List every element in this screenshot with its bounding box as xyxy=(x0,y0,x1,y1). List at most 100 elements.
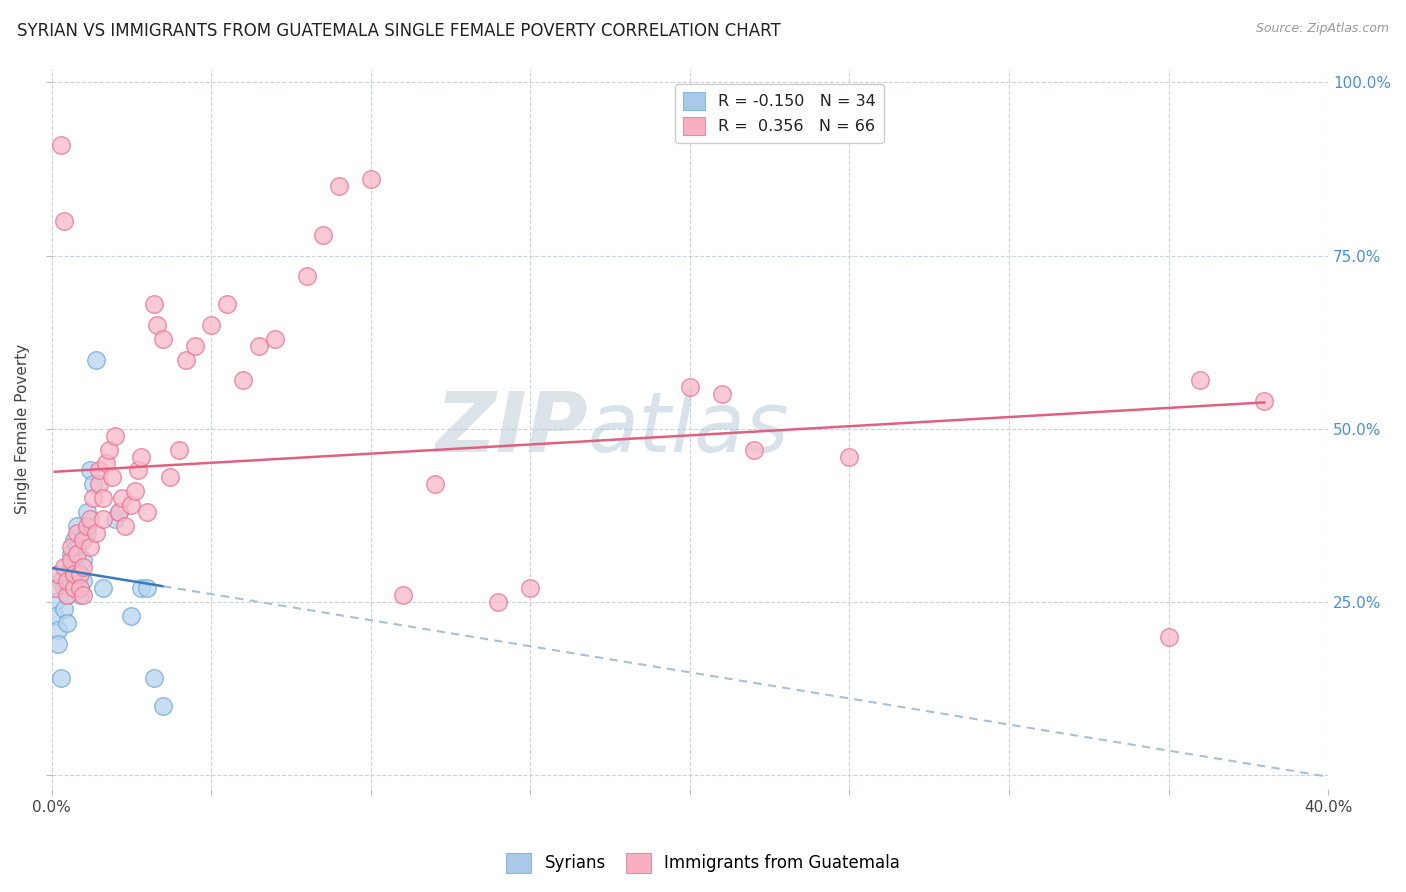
Point xyxy=(295,269,318,284)
Point xyxy=(59,560,82,574)
Point xyxy=(44,595,66,609)
Point xyxy=(159,470,181,484)
Point xyxy=(72,553,94,567)
Point xyxy=(1253,394,1275,409)
Point xyxy=(84,525,107,540)
Point xyxy=(136,581,159,595)
Point xyxy=(53,581,76,595)
Point xyxy=(63,567,86,582)
Point xyxy=(44,581,66,595)
Point xyxy=(66,525,89,540)
Point xyxy=(76,519,98,533)
Point xyxy=(215,297,238,311)
Point xyxy=(63,553,86,567)
Point xyxy=(76,525,98,540)
Point xyxy=(56,588,79,602)
Point xyxy=(104,429,127,443)
Point xyxy=(49,671,72,685)
Point xyxy=(79,463,101,477)
Point xyxy=(69,581,91,595)
Point xyxy=(66,519,89,533)
Point xyxy=(127,463,149,477)
Point xyxy=(49,574,72,589)
Point xyxy=(104,512,127,526)
Point xyxy=(184,339,207,353)
Point xyxy=(72,574,94,589)
Point xyxy=(486,595,509,609)
Point xyxy=(89,477,111,491)
Point xyxy=(120,608,142,623)
Point xyxy=(69,567,91,582)
Point xyxy=(46,637,69,651)
Point xyxy=(53,214,76,228)
Point xyxy=(44,608,66,623)
Text: ZIP: ZIP xyxy=(434,388,588,469)
Point xyxy=(423,477,446,491)
Point xyxy=(53,560,76,574)
Point xyxy=(69,567,91,582)
Point xyxy=(72,533,94,547)
Point xyxy=(1189,373,1212,387)
Point xyxy=(49,137,72,152)
Point xyxy=(82,491,104,505)
Point xyxy=(247,339,270,353)
Point xyxy=(69,588,91,602)
Point xyxy=(360,172,382,186)
Point xyxy=(124,484,146,499)
Point xyxy=(89,463,111,477)
Point xyxy=(72,588,94,602)
Point xyxy=(79,540,101,554)
Point xyxy=(328,179,350,194)
Point xyxy=(84,352,107,367)
Point xyxy=(107,505,129,519)
Point xyxy=(1157,630,1180,644)
Point xyxy=(167,442,190,457)
Point xyxy=(120,498,142,512)
Point xyxy=(59,540,82,554)
Point xyxy=(98,442,121,457)
Point xyxy=(200,318,222,332)
Point xyxy=(391,588,413,602)
Text: atlas: atlas xyxy=(588,388,789,469)
Point xyxy=(53,602,76,616)
Legend: Syrians, Immigrants from Guatemala: Syrians, Immigrants from Guatemala xyxy=(499,847,907,880)
Point xyxy=(838,450,860,464)
Point xyxy=(710,387,733,401)
Point xyxy=(146,318,169,332)
Point xyxy=(129,581,152,595)
Point xyxy=(91,581,114,595)
Point xyxy=(66,547,89,561)
Point xyxy=(69,581,91,595)
Point xyxy=(111,491,134,505)
Point xyxy=(76,505,98,519)
Point xyxy=(136,505,159,519)
Point xyxy=(142,671,165,685)
Point xyxy=(174,352,197,367)
Point xyxy=(129,450,152,464)
Point xyxy=(152,332,174,346)
Point xyxy=(94,457,117,471)
Point xyxy=(46,567,69,582)
Point xyxy=(56,615,79,630)
Legend: R = -0.150   N = 34, R =  0.356   N = 66: R = -0.150 N = 34, R = 0.356 N = 66 xyxy=(675,84,883,143)
Point xyxy=(91,512,114,526)
Point xyxy=(56,574,79,589)
Point xyxy=(72,560,94,574)
Point xyxy=(107,505,129,519)
Point xyxy=(56,588,79,602)
Point xyxy=(63,533,86,547)
Y-axis label: Single Female Poverty: Single Female Poverty xyxy=(15,343,30,514)
Text: Source: ZipAtlas.com: Source: ZipAtlas.com xyxy=(1256,22,1389,36)
Point xyxy=(312,227,335,242)
Point xyxy=(232,373,254,387)
Point xyxy=(63,581,86,595)
Point xyxy=(679,380,702,394)
Point xyxy=(101,470,124,484)
Point xyxy=(152,698,174,713)
Point xyxy=(264,332,287,346)
Point xyxy=(79,512,101,526)
Point xyxy=(46,623,69,637)
Point xyxy=(59,547,82,561)
Point xyxy=(519,581,541,595)
Text: SYRIAN VS IMMIGRANTS FROM GUATEMALA SINGLE FEMALE POVERTY CORRELATION CHART: SYRIAN VS IMMIGRANTS FROM GUATEMALA SING… xyxy=(17,22,780,40)
